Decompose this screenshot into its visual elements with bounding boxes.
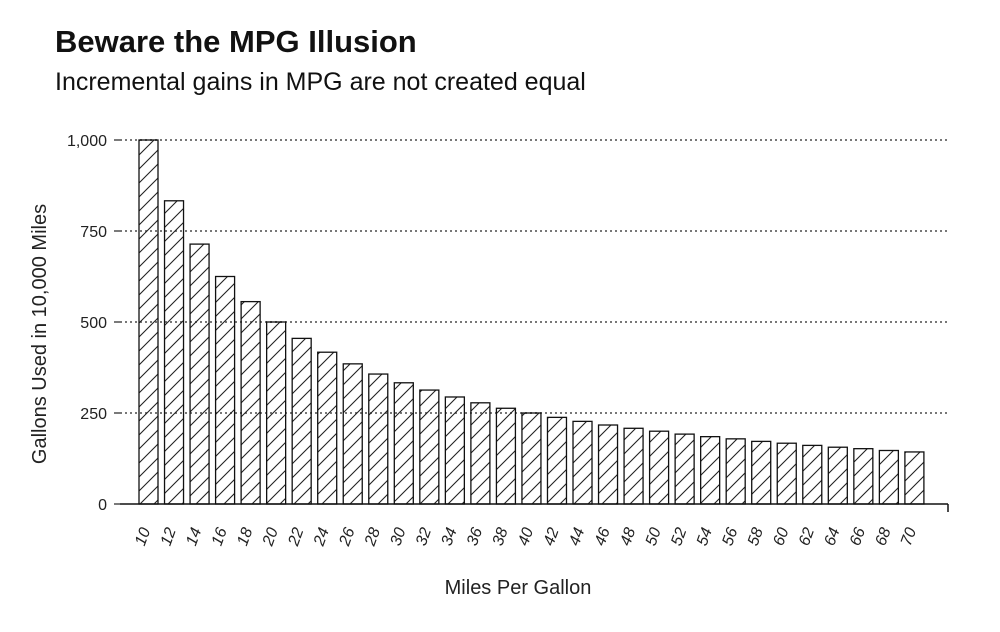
x-tick-label: 40 (515, 525, 537, 548)
chart-subtitle: Incremental gains in MPG are not created… (55, 68, 586, 96)
bar (163, 200, 185, 505)
bar (700, 436, 721, 505)
bar (751, 440, 772, 505)
gridlines (120, 139, 948, 414)
x-tick-label: 22 (285, 525, 307, 549)
x-tick-label: 62 (796, 525, 818, 548)
x-tick-label: 30 (387, 525, 409, 548)
x-tick-label: 48 (617, 525, 639, 548)
bar (597, 424, 619, 505)
bar (317, 351, 338, 505)
y-tick-label: 500 (80, 315, 107, 332)
x-tick-label: 36 (464, 525, 486, 548)
bar (393, 382, 414, 505)
bar (904, 451, 925, 505)
bar (470, 402, 491, 505)
bar (521, 412, 542, 505)
bar (138, 139, 159, 505)
bar (878, 449, 900, 505)
x-tick-label: 20 (260, 525, 282, 549)
bar (444, 396, 466, 505)
x-tick-label: 54 (694, 525, 716, 548)
x-tick-label: 16 (209, 525, 231, 548)
x-tick-label: 66 (847, 525, 869, 548)
x-tick-label: 60 (770, 525, 792, 548)
bar (674, 433, 695, 505)
bars (138, 139, 925, 505)
bar (240, 300, 261, 505)
x-tick-label: 28 (362, 525, 384, 549)
x-tick-label: 50 (643, 525, 665, 548)
x-tick-label: 52 (668, 525, 690, 548)
y-tick-label: 750 (80, 224, 107, 241)
x-tick-label: 26 (336, 525, 358, 549)
bar (495, 407, 517, 505)
bar (648, 430, 670, 505)
bar (802, 444, 823, 505)
bar (265, 321, 287, 505)
bar (546, 416, 568, 505)
bar (342, 363, 363, 505)
x-tick-label: 12 (158, 525, 180, 548)
x-tick-label: 38 (490, 525, 512, 548)
x-tick-label: 58 (745, 525, 767, 548)
x-tick-label: 46 (592, 525, 614, 548)
bar (776, 442, 797, 505)
y-tick-label: 0 (98, 497, 107, 514)
x-tick-label: 68 (873, 525, 895, 548)
chart-title: Beware the MPG Illusion (55, 24, 417, 59)
x-tick-label: 18 (234, 525, 256, 548)
x-tick-label: 14 (183, 525, 205, 548)
bar (419, 389, 440, 505)
x-tick-label: 64 (822, 525, 844, 548)
y-tick-label: 1,000 (67, 133, 107, 150)
x-axis-title: Miles Per Gallon (445, 577, 592, 599)
bar (853, 448, 874, 505)
y-tick-label: 250 (80, 406, 107, 423)
x-tick-label: 24 (311, 525, 333, 549)
bar (725, 438, 746, 505)
bar (572, 420, 593, 505)
axes (114, 139, 949, 512)
x-tick-label: 42 (541, 525, 563, 548)
bar (291, 337, 312, 505)
x-tick-label: 32 (413, 525, 435, 548)
bar (189, 243, 210, 505)
x-tick-label: 56 (719, 525, 741, 548)
x-tick-label: 34 (439, 525, 461, 548)
x-tick-label: 44 (566, 525, 588, 548)
x-tick-label: 70 (898, 525, 920, 548)
y-axis-title: Gallons Used in 10,000 Miles (29, 204, 51, 464)
bar (214, 275, 236, 505)
bar (827, 446, 848, 505)
x-tick-label: 10 (132, 525, 154, 548)
bar (623, 427, 644, 505)
bar (368, 373, 389, 505)
